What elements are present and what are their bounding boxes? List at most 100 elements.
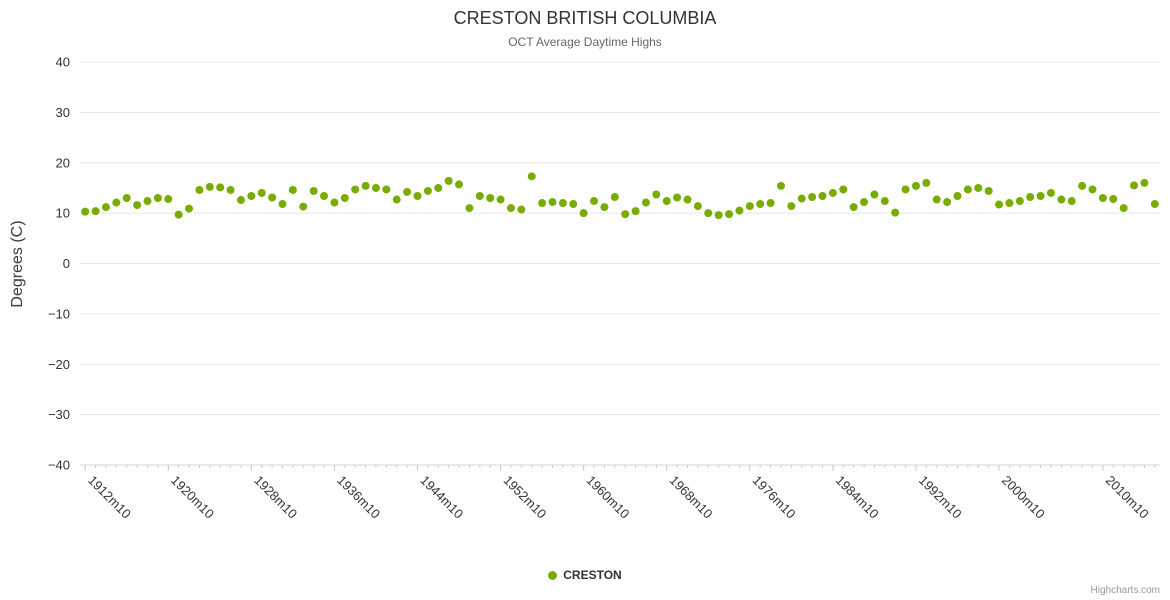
data-point[interactable] — [1130, 181, 1139, 190]
data-point[interactable] — [943, 198, 952, 207]
data-point[interactable] — [621, 210, 630, 219]
data-point[interactable] — [309, 186, 318, 195]
data-point[interactable] — [257, 188, 266, 197]
data-point[interactable] — [693, 202, 702, 211]
data-point[interactable] — [1088, 185, 1097, 194]
data-point[interactable] — [1078, 181, 1087, 190]
highcharts-credits-link[interactable]: Highcharts.com — [1090, 585, 1160, 596]
data-point[interactable] — [974, 183, 983, 192]
data-point[interactable] — [195, 185, 204, 194]
data-point[interactable] — [652, 190, 661, 199]
data-point[interactable] — [1098, 194, 1107, 203]
data-point[interactable] — [891, 208, 900, 217]
data-point[interactable] — [590, 197, 599, 206]
data-point[interactable] — [776, 181, 785, 190]
data-point[interactable] — [413, 191, 422, 200]
data-point[interactable] — [517, 205, 526, 214]
data-point[interactable] — [849, 203, 858, 212]
data-point[interactable] — [963, 185, 972, 194]
data-point[interactable] — [81, 207, 90, 216]
data-point[interactable] — [797, 194, 806, 203]
data-point[interactable] — [1067, 197, 1076, 206]
data-point[interactable] — [756, 200, 765, 209]
data-point[interactable] — [870, 190, 879, 199]
data-point[interactable] — [112, 198, 121, 207]
data-point[interactable] — [911, 181, 920, 190]
data-point[interactable] — [1140, 178, 1149, 187]
data-point[interactable] — [735, 206, 744, 215]
data-point[interactable] — [330, 198, 339, 207]
data-point[interactable] — [205, 182, 214, 191]
data-point[interactable] — [423, 186, 432, 195]
data-point[interactable] — [164, 195, 173, 204]
data-point[interactable] — [434, 183, 443, 192]
data-point[interactable] — [860, 198, 869, 207]
data-point[interactable] — [725, 210, 734, 219]
data-point[interactable] — [839, 185, 848, 194]
data-point[interactable] — [174, 210, 183, 219]
data-point[interactable] — [641, 198, 650, 207]
data-point[interactable] — [538, 199, 547, 208]
data-point[interactable] — [1109, 195, 1118, 204]
data-point[interactable] — [486, 194, 495, 203]
data-point[interactable] — [236, 196, 245, 205]
data-point[interactable] — [984, 186, 993, 195]
data-point[interactable] — [268, 193, 277, 202]
data-point[interactable] — [766, 199, 775, 208]
data-point[interactable] — [828, 188, 837, 197]
data-point[interactable] — [1015, 197, 1024, 206]
data-point[interactable] — [610, 193, 619, 202]
data-point[interactable] — [340, 194, 349, 203]
data-point[interactable] — [548, 198, 557, 207]
data-point[interactable] — [932, 195, 941, 204]
data-point[interactable] — [600, 203, 609, 212]
data-point[interactable] — [506, 204, 515, 213]
data-point[interactable] — [153, 194, 162, 203]
data-point[interactable] — [226, 185, 235, 194]
data-point[interactable] — [143, 197, 152, 206]
data-point[interactable] — [320, 191, 329, 200]
data-point[interactable] — [133, 201, 142, 210]
data-point[interactable] — [1005, 199, 1014, 208]
data-point[interactable] — [475, 191, 484, 200]
data-point[interactable] — [922, 178, 931, 187]
data-point[interactable] — [880, 197, 889, 206]
data-point[interactable] — [714, 211, 723, 220]
data-point[interactable] — [185, 204, 194, 213]
data-point[interactable] — [216, 183, 225, 192]
data-point[interactable] — [351, 185, 360, 194]
data-point[interactable] — [818, 191, 827, 200]
data-point[interactable] — [382, 185, 391, 194]
data-point[interactable] — [995, 200, 1004, 209]
data-point[interactable] — [496, 195, 505, 204]
data-point[interactable] — [569, 200, 578, 209]
data-point[interactable] — [1036, 191, 1045, 200]
data-point[interactable] — [1026, 193, 1035, 202]
data-point[interactable] — [662, 197, 671, 206]
data-point[interactable] — [704, 209, 713, 218]
data-point[interactable] — [455, 180, 464, 189]
data-point[interactable] — [371, 183, 380, 192]
data-point[interactable] — [444, 176, 453, 185]
data-point[interactable] — [558, 199, 567, 208]
data-point[interactable] — [1057, 195, 1066, 204]
data-point[interactable] — [953, 191, 962, 200]
data-point[interactable] — [392, 195, 401, 204]
data-point[interactable] — [527, 172, 536, 181]
data-point[interactable] — [288, 185, 297, 194]
data-point[interactable] — [579, 209, 588, 218]
data-point[interactable] — [683, 195, 692, 204]
data-point[interactable] — [745, 202, 754, 211]
data-point[interactable] — [1046, 188, 1055, 197]
data-point[interactable] — [787, 202, 796, 211]
data-point[interactable] — [122, 194, 131, 203]
data-point[interactable] — [278, 200, 287, 209]
data-point[interactable] — [901, 185, 910, 194]
data-point[interactable] — [673, 193, 682, 202]
data-point[interactable] — [361, 181, 370, 190]
data-point[interactable] — [403, 187, 412, 196]
data-point[interactable] — [91, 207, 100, 216]
data-point[interactable] — [1119, 204, 1128, 213]
data-point[interactable] — [808, 193, 817, 202]
data-point[interactable] — [465, 204, 474, 213]
